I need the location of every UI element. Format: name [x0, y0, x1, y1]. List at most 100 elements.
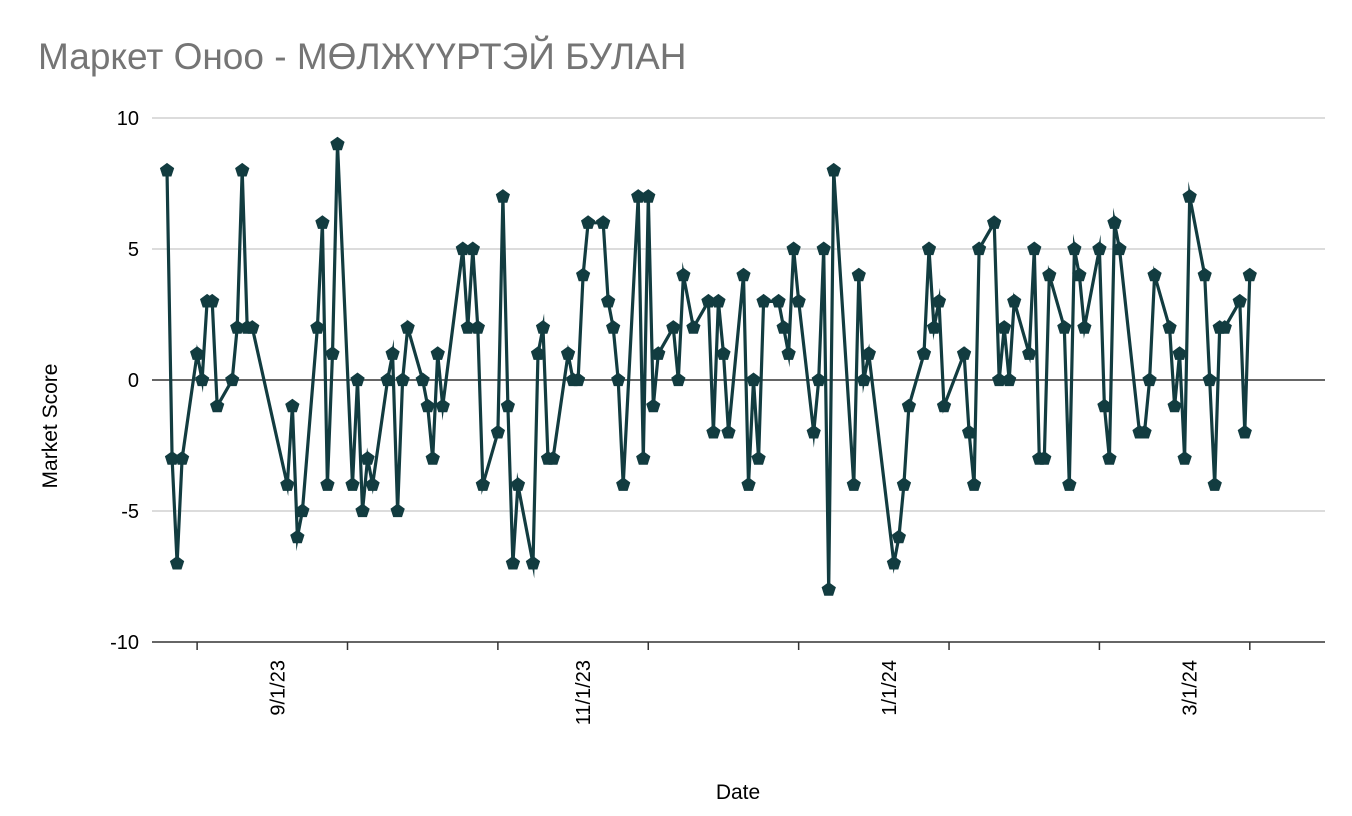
- data-point: [195, 372, 210, 387]
- data-point: [676, 267, 691, 282]
- data-point: [174, 451, 190, 465]
- x-axis-title: Date: [716, 781, 760, 804]
- data-point: [972, 241, 987, 256]
- data-point: [861, 346, 876, 360]
- data-point: [425, 451, 440, 465]
- data-point: [169, 555, 185, 570]
- data-point: [711, 293, 726, 308]
- data-point: [596, 215, 611, 229]
- chart-title: Маркет Оноо - МӨЛЖҮҮРТЭЙ БУЛАН: [38, 36, 687, 77]
- data-point: [936, 398, 952, 413]
- data-point: [500, 398, 515, 413]
- data-point: [666, 320, 681, 334]
- data-point: [1172, 346, 1187, 360]
- data-point: [245, 320, 260, 334]
- data-point: [1102, 451, 1117, 465]
- data-point: [345, 477, 360, 491]
- y-axis-title: Market Score: [39, 364, 62, 489]
- data-point: [475, 477, 490, 491]
- data-point: [1237, 424, 1252, 439]
- data-point: [806, 424, 821, 439]
- data-point: [230, 320, 245, 334]
- data-point: [751, 451, 766, 465]
- data-point: [350, 372, 365, 387]
- data-point: [1217, 320, 1232, 334]
- data-point: [290, 529, 305, 544]
- data-point: [1197, 267, 1212, 282]
- data-point: [581, 215, 596, 229]
- data-point: [315, 215, 330, 229]
- data-point: [385, 346, 400, 360]
- data-point: [791, 293, 806, 308]
- data-point: [560, 346, 576, 360]
- data-point: [811, 372, 826, 387]
- data-point: [455, 241, 470, 256]
- data-point: [651, 346, 666, 360]
- data-point: [1137, 424, 1152, 439]
- data-point: [1162, 320, 1177, 334]
- data-point: [400, 320, 415, 334]
- data-point: [611, 372, 626, 387]
- data-point: [921, 241, 937, 256]
- data-point: [1077, 320, 1092, 334]
- x-tick-label: 1/1/24: [879, 660, 901, 716]
- data-point: [886, 555, 901, 570]
- x-tick-label: 9/1/23: [267, 660, 289, 716]
- data-point: [616, 477, 631, 491]
- data-point: [1097, 398, 1112, 413]
- data-point: [460, 320, 475, 334]
- data-point: [1107, 215, 1122, 229]
- axes: [152, 379, 1325, 650]
- data-point: [741, 477, 756, 491]
- x-tick-label: 3/1/24: [1180, 660, 1202, 716]
- data-point: [601, 293, 616, 308]
- data-point: [606, 320, 621, 334]
- data-point: [931, 293, 947, 308]
- data-point: [851, 267, 866, 282]
- data-point: [1007, 293, 1022, 308]
- data-point: [164, 451, 180, 465]
- data-point: [365, 477, 380, 491]
- data-point: [671, 372, 686, 387]
- data-point: [295, 503, 310, 518]
- data-point: [781, 346, 796, 360]
- data-point: [285, 398, 300, 413]
- data-point: [210, 398, 225, 413]
- data-point: [1092, 241, 1107, 256]
- data-point: [190, 346, 205, 360]
- data-point: [721, 424, 736, 439]
- data-point: [706, 424, 721, 439]
- grid-lines: [152, 117, 1325, 512]
- data-point: [1202, 372, 1217, 387]
- y-tick-label: 0: [128, 370, 139, 392]
- data-point: [1037, 451, 1052, 465]
- data-point: [776, 320, 791, 334]
- x-tick-label: 11/1/23: [573, 660, 595, 725]
- data-point: [771, 293, 786, 308]
- y-tick-label: -10: [110, 632, 139, 654]
- data-point: [1207, 477, 1222, 491]
- x-tick-labels: 9/1/23 11/1/23 1/1/24 3/1/24: [267, 660, 1201, 725]
- data-point: [390, 503, 405, 518]
- data-point: [1142, 372, 1157, 387]
- data-point: [992, 372, 1007, 387]
- data-point: [686, 320, 701, 334]
- data-point: [430, 346, 445, 360]
- data-point: [571, 372, 586, 387]
- data-point: [1067, 241, 1082, 256]
- data-point: [962, 424, 977, 439]
- data-point: [545, 451, 561, 465]
- data-point: [846, 477, 861, 491]
- data-point: [641, 189, 656, 203]
- data-point: [786, 241, 801, 256]
- data-point: [1022, 346, 1037, 360]
- data-point: [901, 398, 917, 413]
- data-point: [816, 241, 831, 256]
- data-point: [916, 346, 932, 360]
- y-tick-label: -5: [121, 501, 139, 523]
- data-point: [490, 424, 505, 439]
- data-point: [205, 293, 220, 308]
- data-point: [280, 477, 295, 491]
- data-point: [891, 529, 906, 544]
